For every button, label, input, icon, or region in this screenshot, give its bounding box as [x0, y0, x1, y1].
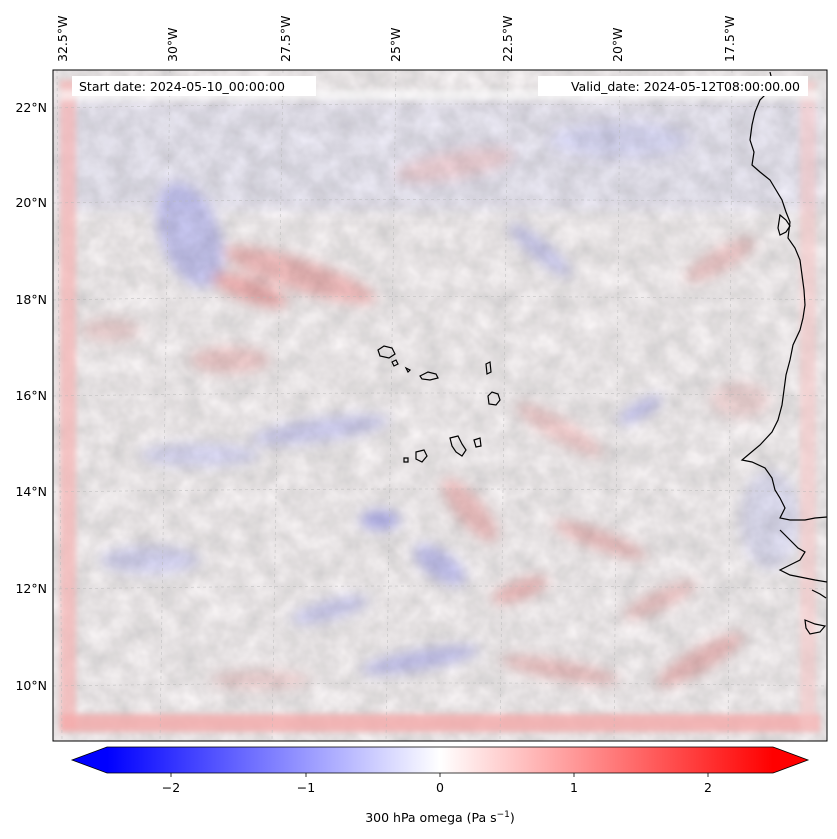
colorbar-low-extend: [72, 747, 107, 773]
longitude-labels: 32.5°W 30°W 27.5°W 25°W 22.5°W 20°W 17.5…: [55, 16, 737, 62]
colorbar-tick-label: 2: [704, 780, 712, 795]
colorbar-tick-label: 0: [436, 780, 444, 795]
colorbar-label-main: 300 hPa omega (Pa s: [365, 810, 496, 825]
colorbar-tick-label: −1: [297, 780, 315, 795]
colorbar-high-extend: [773, 747, 808, 773]
lat-label: 14°N: [15, 484, 47, 499]
lat-label: 18°N: [15, 292, 47, 307]
lat-label: 12°N: [15, 581, 47, 596]
latitude-labels: 22°N 20°N 18°N 16°N 14°N 12°N 10°N: [15, 100, 47, 693]
lat-label: 22°N: [15, 100, 47, 115]
lon-label: 32.5°W: [55, 16, 70, 62]
lon-label: 17.5°W: [722, 16, 737, 62]
colorbar-gradient: [107, 747, 773, 773]
lon-label: 30°W: [165, 27, 180, 62]
lat-label: 20°N: [15, 195, 47, 210]
valid-date-label: Valid_date: 2024-05-12T08:00:00.00: [571, 79, 800, 94]
cape-verde-islands: [377, 345, 501, 463]
colorbar-outline: [70, 746, 810, 774]
coastline: [740, 71, 827, 635]
lon-label: 20°W: [610, 27, 625, 62]
map-panel: Start date: 2024-05-10_00:00:00 Valid_da…: [52, 69, 828, 742]
colorbar-tick-label: −2: [162, 780, 180, 795]
map-frame: [52, 69, 828, 742]
colorbar: −2 −1 0 1 2 300 hPa omega (Pa s−1): [70, 746, 810, 825]
start-date-box: Start date: 2024-05-10_00:00:00: [72, 76, 316, 96]
lat-label: 16°N: [15, 388, 47, 403]
boundary-zone: [60, 80, 820, 732]
colorbar-label-superscript: −1: [497, 810, 510, 820]
lon-label: 22.5°W: [500, 16, 515, 62]
lon-label: 27.5°W: [278, 16, 293, 62]
lat-label: 10°N: [15, 678, 47, 693]
start-date-label: Start date: 2024-05-10_00:00:00: [79, 79, 285, 94]
valid-date-box: Valid_date: 2024-05-12T08:00:00.00: [538, 76, 808, 96]
colorbar-label: 300 hPa omega (Pa s−1): [365, 810, 515, 825]
lon-label: 25°W: [388, 27, 403, 62]
gridlines: [53, 70, 827, 741]
colorbar-label-close: ): [510, 810, 515, 825]
colorbar-tick-label: 1: [570, 780, 578, 795]
